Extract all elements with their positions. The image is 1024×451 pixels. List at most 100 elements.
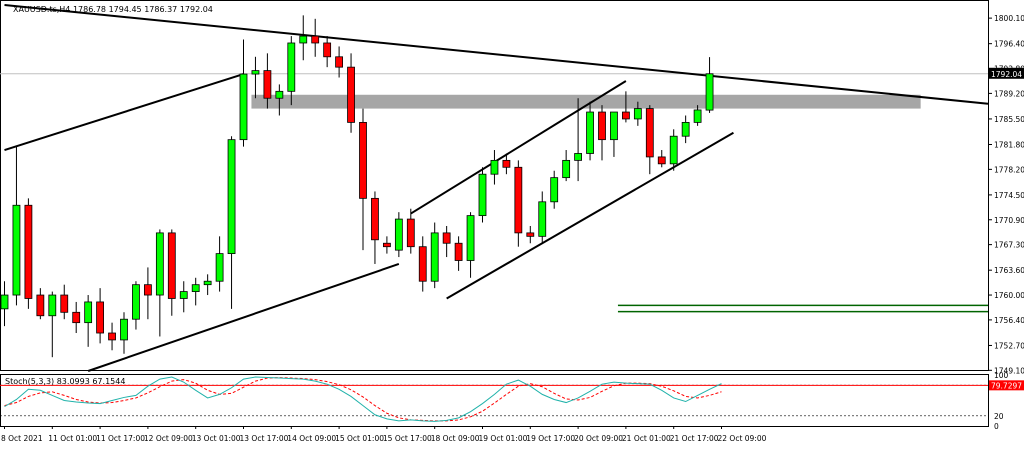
candle <box>394 212 403 258</box>
price-tick-label: 1756.40 <box>994 316 1024 325</box>
candle <box>251 56 260 99</box>
candle-body <box>287 42 296 92</box>
candle <box>586 101 594 161</box>
candle-body <box>84 301 93 324</box>
candle <box>454 236 463 271</box>
candle-body <box>60 294 69 313</box>
candle-body <box>406 218 415 248</box>
time-tick-label: 11 Oct 17:00 <box>96 434 145 443</box>
time-tick-label: 15 Oct 01:00 <box>335 434 384 443</box>
candle-body <box>203 280 212 286</box>
candle <box>191 277 200 306</box>
price-tick-label: 1770.90 <box>994 216 1024 225</box>
candle-body <box>96 301 104 334</box>
price-pane[interactable] <box>0 0 989 371</box>
candle-body <box>598 111 606 141</box>
time-tick-label: 19 Oct 01:00 <box>479 434 528 443</box>
price-tick-label: 1774.50 <box>994 191 1024 200</box>
candle-body <box>538 201 547 237</box>
stoch-tick-label: 100 <box>994 371 1009 380</box>
drawing-objects <box>4 4 989 372</box>
candle-body <box>442 232 451 244</box>
candle <box>239 39 248 147</box>
candle-body <box>72 311 81 324</box>
candle <box>263 53 272 109</box>
candle-body <box>12 204 21 296</box>
candle <box>48 291 57 358</box>
candle-body <box>263 70 272 99</box>
candle-body <box>215 253 224 282</box>
candle-body <box>299 35 308 44</box>
candle <box>72 301 81 334</box>
price-axis: 1800.101796.401792.801789.201785.501781.… <box>988 14 1024 375</box>
time-tick-label: 19 Oct 17:00 <box>526 434 575 443</box>
candle-body <box>526 232 535 237</box>
candle-body <box>394 218 403 251</box>
candle <box>36 288 45 320</box>
time-tick-label: 13 Oct 17:00 <box>240 434 289 443</box>
candle-body <box>275 90 284 99</box>
candle <box>12 146 21 306</box>
price-tick-label: 1781.80 <box>994 140 1024 149</box>
candle-body <box>167 232 176 299</box>
candle <box>418 236 427 292</box>
stoch-pane-frame <box>0 374 989 427</box>
candle <box>299 15 308 61</box>
candle <box>598 105 606 161</box>
price-tick-label: 1789.20 <box>994 89 1024 98</box>
candle <box>442 225 451 258</box>
candle <box>275 84 284 116</box>
candle-body <box>371 197 379 241</box>
candle <box>645 105 654 175</box>
candle <box>335 46 344 78</box>
candle-body <box>622 111 630 120</box>
candle-body <box>693 109 702 123</box>
candle-body <box>633 108 642 120</box>
candle-body <box>669 135 678 165</box>
price-tick-label: 1767.30 <box>994 241 1024 250</box>
candle-body <box>335 56 344 68</box>
candle-body <box>191 284 200 292</box>
candle <box>203 274 212 296</box>
candle <box>514 160 523 247</box>
candle <box>96 288 104 344</box>
candle-body <box>502 159 511 168</box>
candle <box>490 150 499 185</box>
candle <box>311 18 320 57</box>
candle-body <box>36 294 45 317</box>
candle-body <box>251 70 260 75</box>
candle <box>215 236 224 292</box>
candle <box>84 295 93 347</box>
candle <box>526 225 535 244</box>
candle-body <box>657 156 666 165</box>
candle <box>359 108 367 251</box>
candle <box>657 150 666 168</box>
candle-body <box>490 159 499 175</box>
candle-body <box>143 284 152 296</box>
candle-body <box>48 294 57 317</box>
candle-body <box>227 139 236 255</box>
candle <box>120 312 128 354</box>
candle-body <box>239 73 248 141</box>
candle <box>108 322 116 351</box>
price-pane-frame <box>0 0 989 371</box>
time-tick-label: 22 Oct 09:00 <box>718 434 767 443</box>
candle <box>562 150 571 182</box>
candle <box>633 101 642 126</box>
candle-body <box>645 108 654 158</box>
candle <box>669 129 678 171</box>
stochastic-pane[interactable]: 100 200 79.7297 <box>0 371 1024 431</box>
price-tick-label: 1752.70 <box>994 341 1024 350</box>
candle <box>502 153 511 175</box>
stoch-level-tag <box>989 380 1024 391</box>
price-tick-label: 1778.20 <box>994 165 1024 174</box>
candle-body <box>681 121 690 137</box>
candle-body <box>574 153 582 161</box>
candle <box>574 98 582 182</box>
candle-body <box>155 232 164 296</box>
candle <box>622 91 630 123</box>
stoch-signal-line <box>4 377 722 422</box>
